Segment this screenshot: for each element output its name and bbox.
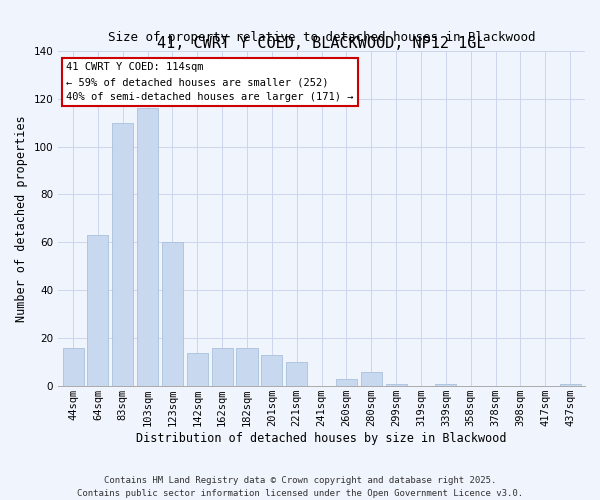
Title: 41, CWRT Y COED, BLACKWOOD, NP12 1GL: 41, CWRT Y COED, BLACKWOOD, NP12 1GL [157,36,486,51]
Bar [137,108,158,386]
Y-axis label: Number of detached properties: Number of detached properties [15,115,28,322]
Bar [560,384,581,386]
Text: 41 CWRT Y COED: 114sqm
← 59% of detached houses are smaller (252)
40% of semi-de: 41 CWRT Y COED: 114sqm ← 59% of detached… [66,62,353,102]
Text: Size of property relative to detached houses in Blackwood: Size of property relative to detached ho… [108,31,535,44]
Bar [361,372,382,386]
Bar [187,352,208,386]
Bar [286,362,307,386]
Bar [336,379,357,386]
X-axis label: Distribution of detached houses by size in Blackwood: Distribution of detached houses by size … [136,432,507,445]
Bar [62,348,83,386]
Bar [262,355,283,386]
Bar [112,122,133,386]
Bar [435,384,457,386]
Bar [162,242,183,386]
Bar [88,235,109,386]
Text: Contains HM Land Registry data © Crown copyright and database right 2025.
Contai: Contains HM Land Registry data © Crown c… [77,476,523,498]
Bar [386,384,407,386]
Bar [212,348,233,386]
Bar [236,348,257,386]
